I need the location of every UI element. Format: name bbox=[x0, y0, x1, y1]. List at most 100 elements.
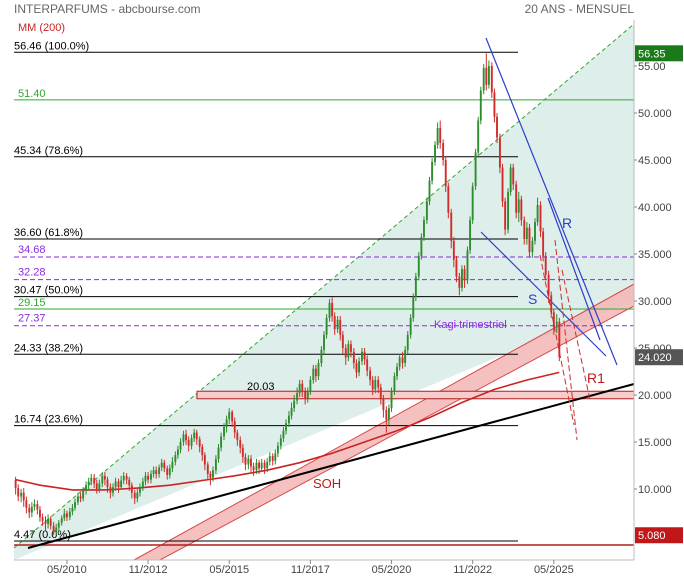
candle-body bbox=[515, 184, 518, 213]
candle-body bbox=[209, 473, 212, 478]
candle-body bbox=[14, 479, 17, 489]
candle-body bbox=[293, 400, 296, 409]
candle-body bbox=[195, 432, 198, 440]
candle-body bbox=[82, 490, 85, 499]
candle-body bbox=[547, 274, 550, 296]
candle-body bbox=[504, 201, 507, 230]
support-S-label: S bbox=[528, 291, 537, 307]
candle-body bbox=[158, 467, 161, 474]
time-tick-label: 11/2022 bbox=[453, 564, 492, 576]
candle-body bbox=[77, 496, 79, 503]
candle-body bbox=[276, 445, 279, 454]
candle-body bbox=[231, 411, 234, 422]
candle-body bbox=[30, 506, 33, 513]
candle-body bbox=[366, 359, 369, 371]
candle-body bbox=[536, 205, 539, 223]
candle-body bbox=[479, 90, 482, 121]
candle-body bbox=[217, 447, 220, 459]
candle-body bbox=[152, 470, 155, 474]
candle-body bbox=[439, 128, 442, 144]
candle-body bbox=[374, 379, 377, 390]
purple-level-label: 32.28 bbox=[18, 267, 46, 279]
candle-body bbox=[47, 519, 50, 524]
candle-body bbox=[412, 297, 415, 318]
candle-body bbox=[22, 492, 25, 501]
candle-body bbox=[150, 473, 152, 480]
price-tick-label: 55.00 bbox=[638, 61, 666, 73]
candle-body bbox=[114, 481, 117, 488]
candle-body bbox=[125, 475, 128, 480]
price-tick-label: 20.000 bbox=[638, 390, 672, 402]
candle-body bbox=[136, 492, 139, 499]
candle-body bbox=[68, 511, 71, 518]
candle-body bbox=[349, 344, 352, 352]
candle-body bbox=[133, 492, 136, 499]
candle-body bbox=[236, 432, 239, 441]
top-price-badge bbox=[635, 45, 683, 62]
candle-body bbox=[552, 312, 555, 328]
candle-body bbox=[144, 475, 147, 482]
candle-body bbox=[333, 316, 336, 330]
candle-body bbox=[544, 255, 547, 275]
candle-body bbox=[398, 357, 401, 367]
bottom-price-badge bbox=[635, 527, 683, 544]
candle-body bbox=[176, 449, 179, 456]
fib-label: 36.60 (61.8%) bbox=[14, 227, 83, 239]
candle-body bbox=[371, 379, 374, 390]
header-title: INTERPARFUMS - abcbourse.com bbox=[14, 2, 201, 16]
candle-body bbox=[117, 481, 120, 488]
candle-body bbox=[347, 344, 350, 358]
candle-body bbox=[341, 334, 344, 348]
candle-body bbox=[28, 507, 31, 513]
candle-body bbox=[260, 462, 263, 469]
candle-body bbox=[296, 393, 299, 401]
candle-body bbox=[139, 487, 141, 493]
header-period: 20 ANS - MENSUEL bbox=[525, 2, 635, 16]
green-level-label: 51.40 bbox=[18, 88, 46, 100]
candle-body bbox=[160, 462, 163, 468]
candle-body bbox=[452, 240, 455, 260]
candle-body bbox=[55, 527, 58, 533]
fib-label: 45.34 (78.6%) bbox=[14, 145, 83, 157]
projection-line bbox=[539, 254, 575, 426]
candle-body bbox=[517, 199, 520, 213]
time-tick-label: 11/2012 bbox=[129, 564, 168, 576]
candle-body bbox=[352, 351, 355, 364]
candle-body bbox=[263, 462, 266, 469]
candle-body bbox=[20, 492, 23, 497]
candle-body bbox=[531, 240, 534, 253]
candle-body bbox=[268, 456, 271, 462]
green-level-label: 29.15 bbox=[18, 297, 46, 309]
projection-lines bbox=[539, 239, 591, 441]
candle-body bbox=[512, 167, 515, 185]
candle-body bbox=[304, 391, 307, 399]
candle-body bbox=[539, 205, 542, 232]
candle-body bbox=[555, 321, 558, 328]
candle-body bbox=[328, 302, 331, 318]
candle-body bbox=[528, 227, 531, 253]
candle-body bbox=[390, 391, 393, 409]
candle-body bbox=[171, 461, 174, 469]
candle-body bbox=[71, 507, 74, 512]
candle-body bbox=[396, 366, 398, 377]
candle-body bbox=[266, 461, 269, 469]
price-tick-label: 50.000 bbox=[638, 108, 672, 120]
ma-legend: MM (200) bbox=[18, 22, 65, 34]
candle-body bbox=[93, 477, 96, 484]
candle-body bbox=[320, 349, 323, 364]
candle-body bbox=[33, 504, 36, 507]
candle-body bbox=[95, 483, 98, 489]
candle-body bbox=[101, 475, 104, 484]
candle-body bbox=[485, 67, 488, 85]
soh-label: SOH bbox=[313, 476, 341, 491]
candle-body bbox=[147, 475, 150, 480]
candle-body bbox=[287, 415, 290, 424]
candle-body bbox=[44, 520, 47, 524]
candle-body bbox=[174, 455, 177, 462]
candle-body bbox=[466, 250, 469, 281]
candle-body bbox=[79, 496, 82, 499]
chart-annotations: Kagi trimestriel R S R1 SOH bbox=[313, 215, 605, 491]
candle-body bbox=[498, 137, 501, 168]
candle-body bbox=[298, 383, 301, 394]
